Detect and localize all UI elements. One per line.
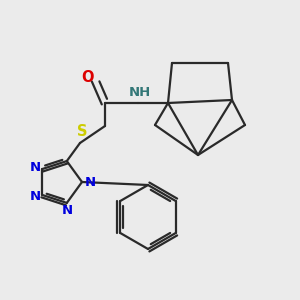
Text: S: S	[77, 124, 87, 140]
Text: NH: NH	[129, 85, 151, 98]
Text: N: N	[84, 176, 96, 188]
Text: N: N	[30, 190, 41, 203]
Text: N: N	[30, 160, 41, 174]
Text: N: N	[62, 204, 74, 218]
Text: O: O	[82, 70, 94, 85]
